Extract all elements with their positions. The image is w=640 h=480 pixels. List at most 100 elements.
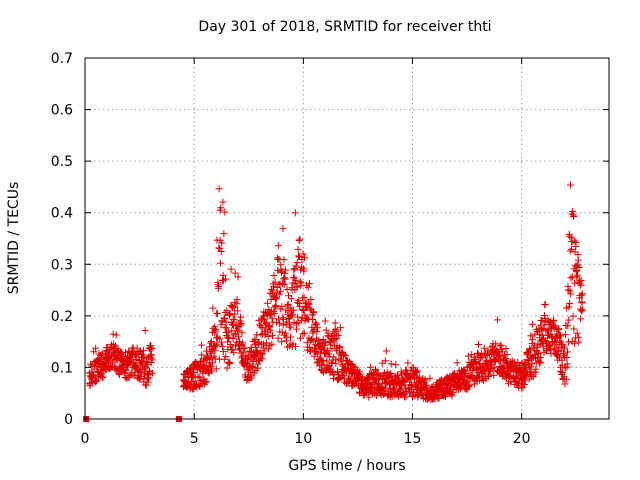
- data-point: [291, 209, 299, 217]
- data-point: [287, 323, 295, 331]
- data-point: [294, 245, 302, 253]
- data-point: [93, 377, 101, 385]
- data-point: [278, 279, 286, 287]
- data-point: [463, 378, 471, 386]
- data-point: [249, 357, 257, 365]
- data-point: [284, 300, 292, 308]
- data-point: [340, 350, 348, 358]
- data-point: [300, 267, 308, 275]
- data-point: [434, 394, 442, 402]
- data-point: [215, 185, 223, 193]
- data-point: [477, 349, 485, 357]
- data-point: [426, 374, 434, 382]
- data-point: [345, 377, 353, 385]
- data-point: [392, 361, 400, 369]
- data-point: [251, 353, 259, 361]
- data-point: [324, 347, 332, 355]
- data-point: [240, 348, 248, 356]
- data-point: [421, 375, 429, 383]
- data-point: [493, 316, 501, 324]
- data-point: [127, 353, 135, 361]
- data-point: [453, 359, 461, 367]
- data-point: [238, 329, 246, 337]
- data-point: [226, 310, 234, 318]
- data-point: [336, 324, 344, 332]
- data-point: [223, 307, 231, 315]
- data-point: [148, 356, 156, 364]
- chart-title: Day 301 of 2018, SRMTID for receiver tht…: [198, 19, 491, 35]
- data-point: [284, 308, 292, 316]
- data-point: [268, 340, 276, 348]
- data-point: [269, 282, 277, 290]
- data-point: [234, 327, 242, 335]
- data-point: [215, 283, 223, 291]
- data-point: [271, 309, 279, 317]
- data-point: [412, 368, 420, 376]
- data-point: [314, 324, 322, 332]
- data-point: [382, 347, 390, 355]
- data-point: [235, 333, 243, 341]
- data-point: [194, 373, 202, 381]
- data-point: [221, 275, 229, 283]
- data-point: [381, 357, 389, 365]
- data-point: [130, 372, 138, 380]
- data-point: [277, 287, 285, 295]
- data-point: [201, 378, 209, 386]
- data-point: [292, 262, 300, 270]
- data-point: [305, 280, 313, 288]
- data-point: [292, 276, 300, 284]
- data-point: [333, 327, 341, 335]
- data-point: [283, 285, 291, 293]
- data-point: [293, 258, 301, 266]
- data-point: [212, 334, 220, 342]
- data-point: [257, 322, 265, 330]
- data-point: [290, 266, 298, 274]
- data-point: [281, 275, 289, 283]
- data-point: [253, 348, 261, 356]
- data-point: [209, 304, 217, 312]
- data-point: [308, 335, 316, 343]
- data-point: [218, 342, 226, 350]
- data-point: [221, 208, 229, 216]
- data-point: [146, 368, 154, 376]
- data-point: [331, 319, 339, 327]
- data-point: [271, 278, 279, 286]
- data-point: [490, 371, 498, 379]
- data-point: [238, 341, 246, 349]
- data-point: [283, 301, 291, 309]
- data-point: [144, 360, 152, 368]
- data-point: [319, 356, 327, 364]
- data-point: [189, 377, 197, 385]
- data-point: [439, 378, 447, 386]
- data-point: [259, 350, 267, 358]
- data-point: [234, 273, 242, 281]
- data-point: [226, 359, 234, 367]
- data-point: [298, 305, 306, 313]
- data-point: [313, 328, 321, 336]
- data-point: [215, 244, 223, 252]
- data-point: [148, 344, 156, 352]
- data-point: [142, 381, 150, 389]
- data-points: [83, 181, 587, 422]
- data-point: [303, 314, 311, 322]
- data-point: [206, 349, 214, 357]
- data-point: [299, 250, 307, 258]
- data-point: [89, 372, 97, 380]
- data-point: [404, 359, 412, 367]
- data-point: [435, 394, 443, 402]
- data-point: [228, 320, 236, 328]
- data-point: [278, 338, 286, 346]
- data-point: [212, 342, 220, 350]
- data-point: [293, 283, 301, 291]
- data-point: [321, 342, 329, 350]
- data-point: [492, 340, 500, 348]
- data-point: [464, 352, 472, 360]
- data-point: [278, 269, 285, 277]
- data-point: [413, 367, 421, 375]
- data-point: [265, 345, 273, 353]
- data-point: [289, 311, 297, 319]
- data-point: [282, 329, 290, 337]
- data-point: [331, 326, 339, 334]
- data-point: [260, 308, 268, 316]
- data-point: [94, 356, 102, 364]
